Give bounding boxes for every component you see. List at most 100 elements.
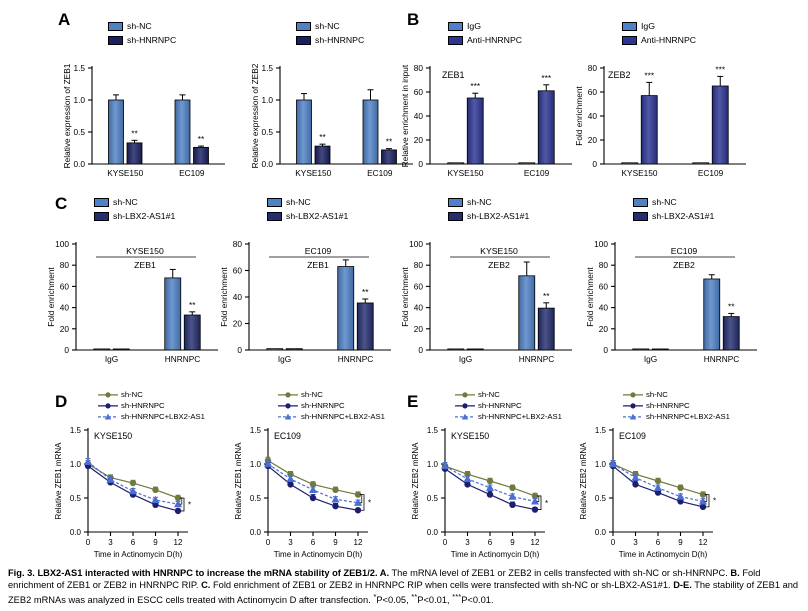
svg-text:80: 80	[414, 260, 424, 270]
svg-text:0: 0	[603, 345, 608, 355]
svg-text:0: 0	[418, 345, 423, 355]
svg-text:ZEB2: ZEB2	[488, 260, 510, 270]
svg-text:HNRNPC: HNRNPC	[519, 354, 555, 364]
svg-text:0: 0	[592, 159, 597, 169]
svg-text:80: 80	[60, 260, 70, 270]
svg-text:*: *	[713, 497, 716, 506]
svg-text:**: **	[198, 134, 205, 144]
svg-text:0.5: 0.5	[250, 494, 262, 503]
svg-text:EC109: EC109	[524, 168, 550, 178]
svg-text:60: 60	[588, 87, 598, 97]
svg-text:1.5: 1.5	[73, 63, 85, 73]
svg-text:Time in Actinomycin D(h): Time in Actinomycin D(h)	[619, 550, 708, 559]
svg-text:1.0: 1.0	[595, 460, 607, 469]
svg-text:***: ***	[715, 64, 725, 74]
svg-text:20: 20	[414, 135, 424, 145]
svg-text:KYSE150: KYSE150	[448, 168, 484, 178]
svg-text:12: 12	[531, 538, 540, 547]
svg-text:40: 40	[599, 303, 609, 313]
svg-text:IgG: IgG	[644, 354, 657, 364]
svg-text:0: 0	[237, 345, 242, 355]
svg-text:EC109: EC109	[367, 168, 393, 178]
svg-text:Time in Actinomycin D(h): Time in Actinomycin D(h)	[451, 550, 540, 559]
svg-text:KYSE150: KYSE150	[480, 246, 518, 256]
svg-text:60: 60	[414, 281, 424, 291]
svg-text:*: *	[368, 498, 371, 507]
svg-text:0.5: 0.5	[261, 127, 273, 137]
svg-text:1.0: 1.0	[70, 460, 82, 469]
svg-text:EC109: EC109	[619, 431, 646, 441]
svg-text:*: *	[545, 499, 548, 508]
svg-text:9: 9	[153, 538, 158, 547]
svg-text:0.0: 0.0	[261, 159, 273, 169]
svg-text:1.5: 1.5	[427, 426, 439, 435]
svg-text:**: **	[319, 132, 326, 142]
svg-text:**: **	[362, 287, 369, 297]
svg-text:60: 60	[599, 281, 609, 291]
svg-text:Fold enrichment: Fold enrichment	[400, 267, 410, 327]
svg-text:IgG: IgG	[459, 354, 472, 364]
svg-text:60: 60	[60, 281, 70, 291]
svg-text:6: 6	[488, 538, 493, 547]
svg-text:**: **	[728, 301, 735, 311]
svg-text:1.5: 1.5	[595, 426, 607, 435]
svg-text:3: 3	[633, 538, 638, 547]
svg-text:20: 20	[60, 324, 70, 334]
svg-text:KYSE150: KYSE150	[126, 246, 164, 256]
svg-text:6: 6	[311, 538, 316, 547]
svg-text:80: 80	[588, 63, 598, 73]
svg-text:0.0: 0.0	[427, 528, 439, 537]
svg-text:12: 12	[354, 538, 363, 547]
svg-text:0.5: 0.5	[73, 127, 85, 137]
svg-text:***: ***	[541, 73, 551, 83]
svg-text:ZEB1: ZEB1	[307, 260, 329, 270]
svg-text:80: 80	[599, 260, 609, 270]
svg-text:20: 20	[414, 324, 424, 334]
svg-text:*: *	[188, 500, 191, 509]
svg-text:Relative ZEB2 mRNA: Relative ZEB2 mRNA	[411, 442, 420, 520]
svg-text:**: **	[543, 291, 550, 301]
svg-text:12: 12	[174, 538, 183, 547]
svg-text:40: 40	[414, 111, 424, 121]
svg-text:ZEB1: ZEB1	[442, 70, 465, 80]
svg-text:0.0: 0.0	[250, 528, 262, 537]
svg-text:1.0: 1.0	[261, 95, 273, 105]
svg-text:6: 6	[656, 538, 661, 547]
svg-text:0: 0	[611, 538, 616, 547]
svg-text:100: 100	[594, 239, 608, 249]
svg-text:40: 40	[233, 292, 243, 302]
svg-text:0.5: 0.5	[427, 494, 439, 503]
svg-text:***: ***	[644, 70, 654, 80]
svg-text:Time in Actinomycin D(h): Time in Actinomycin D(h)	[94, 550, 183, 559]
svg-text:Relative enrichment in input: Relative enrichment in input	[400, 64, 410, 167]
svg-text:1.0: 1.0	[250, 460, 262, 469]
svg-text:Relative expression of ZEB2: Relative expression of ZEB2	[250, 63, 260, 168]
svg-text:KYSE150: KYSE150	[451, 431, 489, 441]
svg-text:100: 100	[409, 239, 423, 249]
svg-text:0: 0	[418, 159, 423, 169]
svg-text:KYSE150: KYSE150	[622, 168, 658, 178]
svg-text:**: **	[386, 137, 393, 147]
svg-text:***: ***	[470, 81, 480, 91]
svg-text:0.0: 0.0	[73, 159, 85, 169]
svg-text:ZEB1: ZEB1	[134, 260, 156, 270]
svg-text:100: 100	[55, 239, 69, 249]
svg-text:Fold enrichment: Fold enrichment	[219, 267, 229, 327]
svg-text:0.0: 0.0	[595, 528, 607, 537]
svg-text:HNRNPC: HNRNPC	[704, 354, 740, 364]
svg-text:40: 40	[414, 303, 424, 313]
svg-text:**: **	[131, 128, 138, 138]
svg-text:KYSE150: KYSE150	[107, 168, 143, 178]
svg-text:Fold enrichment: Fold enrichment	[585, 267, 595, 327]
svg-text:20: 20	[599, 324, 609, 334]
svg-text:Relative ZEB1 mRNA: Relative ZEB1 mRNA	[54, 442, 63, 520]
svg-text:EC109: EC109	[179, 168, 205, 178]
svg-text:40: 40	[588, 111, 598, 121]
svg-text:Relative expression of ZEB1: Relative expression of ZEB1	[62, 63, 72, 168]
svg-text:EC109: EC109	[305, 246, 332, 256]
svg-text:1.5: 1.5	[70, 426, 82, 435]
svg-text:9: 9	[678, 538, 683, 547]
svg-text:Time in Actinomycin D(h): Time in Actinomycin D(h)	[274, 550, 363, 559]
svg-text:60: 60	[414, 87, 424, 97]
svg-text:80: 80	[414, 63, 424, 73]
